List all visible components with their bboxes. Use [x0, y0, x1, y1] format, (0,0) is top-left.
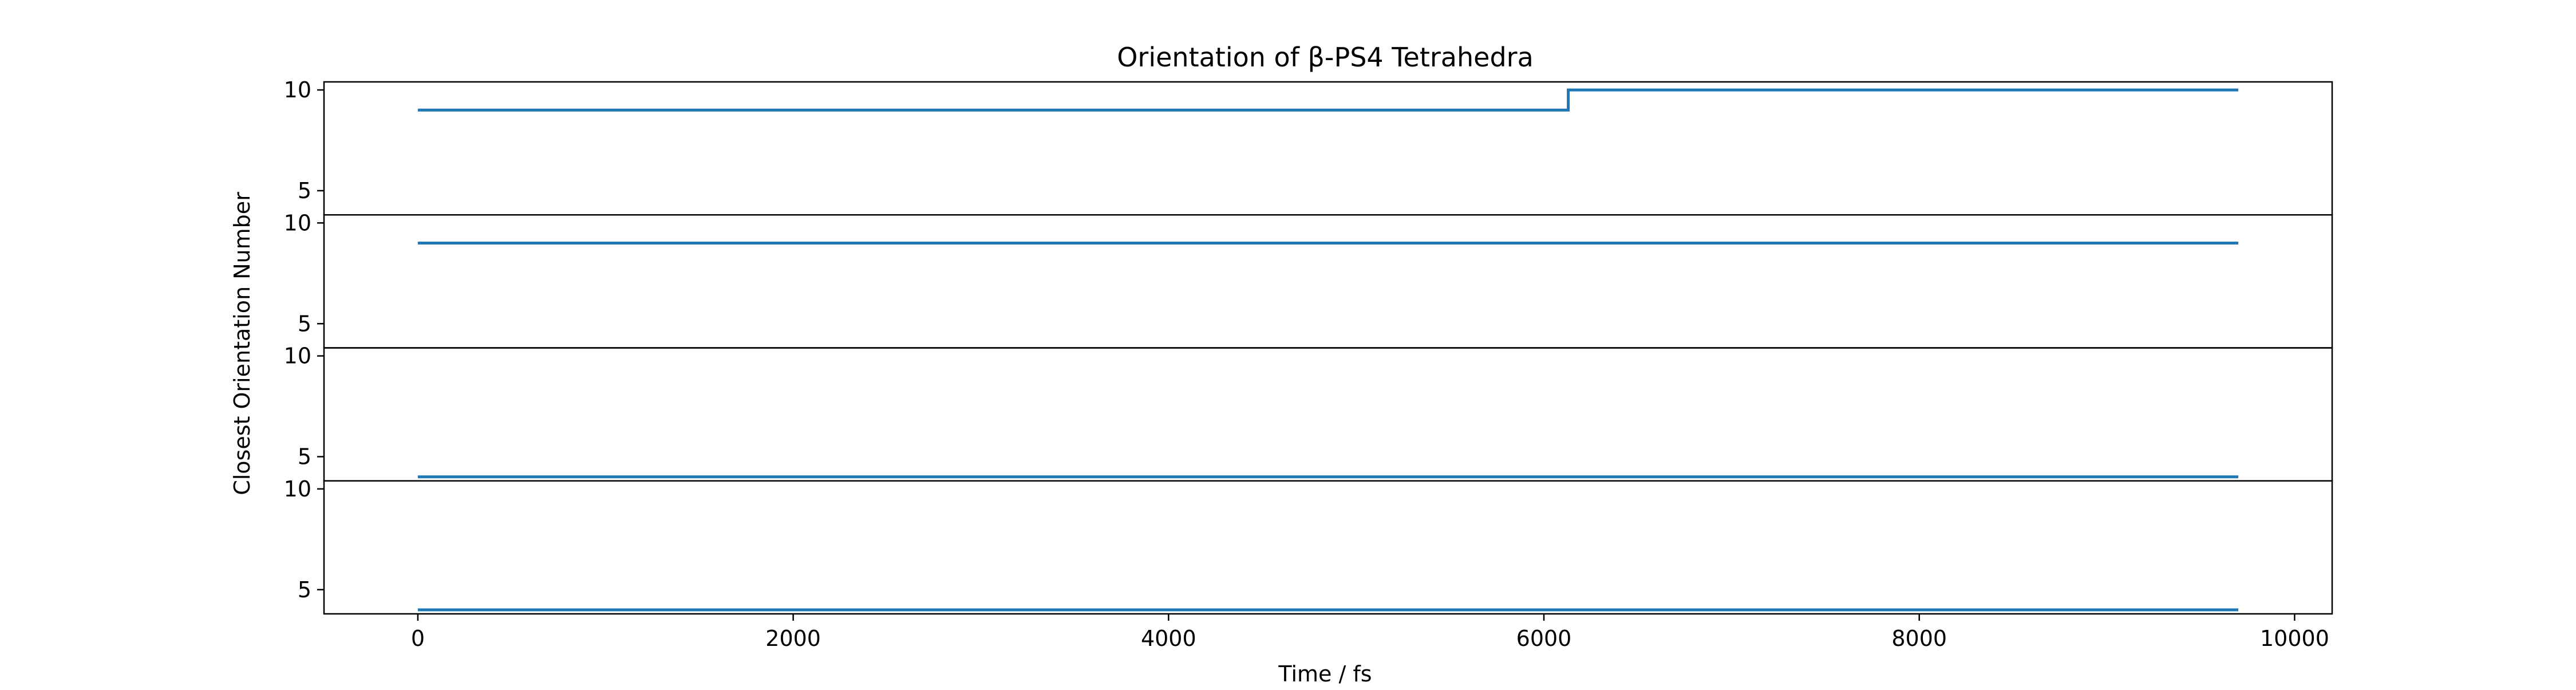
y-tick-label: 5: [298, 311, 311, 336]
y-tick-label: 5: [298, 577, 311, 602]
x-axis-label: Time / fs: [1278, 661, 1372, 687]
x-tick-label: 2000: [765, 626, 821, 651]
x-tick-label: 0: [411, 626, 425, 651]
series-line-panel-1: [417, 88, 2239, 112]
y-tick-label: 10: [284, 344, 311, 369]
y-axis-label: Closest Orientation Number: [230, 192, 255, 495]
panel-frame-4: [323, 480, 2333, 615]
panel-frame-3: [323, 347, 2333, 482]
x-tick-label: 4000: [1141, 626, 1196, 651]
x-tick-label: 6000: [1516, 626, 1572, 651]
chart-title: Orientation of β-PS4 Tetrahedra: [1117, 42, 1534, 73]
y-tick-label: 5: [298, 444, 311, 470]
x-tick-label: 8000: [1891, 626, 1947, 651]
y-tick-label: 10: [284, 210, 311, 235]
panel-frame-2: [323, 214, 2333, 349]
panel-frame-1: [323, 81, 2333, 216]
y-tick-label: 10: [284, 476, 311, 502]
x-tick-label: 10000: [2260, 626, 2329, 651]
y-tick-label: 10: [284, 77, 311, 102]
y-tick-label: 5: [298, 178, 311, 203]
